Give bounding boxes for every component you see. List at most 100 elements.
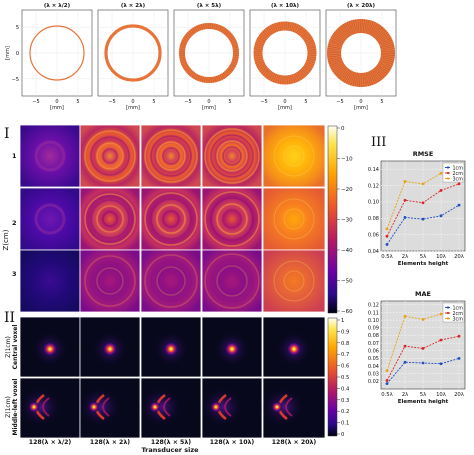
data-point-2cm bbox=[403, 344, 407, 348]
map-border bbox=[79, 124, 141, 188]
y-tick-label: 0.06 bbox=[368, 232, 379, 238]
y-tick-label: 0.08 bbox=[368, 333, 379, 339]
colorbar-tick-label: −50 bbox=[341, 279, 353, 285]
interference-ring bbox=[283, 145, 305, 167]
x-tick-label: 5λ bbox=[420, 392, 427, 398]
transducer-ring-2 bbox=[104, 24, 162, 82]
transducer-size-label-3: 128(λ × 5λ) bbox=[151, 439, 191, 446]
map-border bbox=[262, 377, 326, 439]
map-border bbox=[140, 249, 202, 313]
x-tick-label: 5 bbox=[380, 99, 383, 105]
section-I-label: I bbox=[4, 126, 10, 142]
transducer-elements-5 bbox=[327, 19, 395, 87]
rmse-map-r3-c1 bbox=[20, 250, 80, 312]
interference-ring bbox=[96, 142, 124, 170]
y-tick-label: 0.03 bbox=[368, 371, 379, 377]
y-tick-label: 0.11 bbox=[368, 310, 379, 316]
x-axis-label: [mm] bbox=[126, 105, 140, 111]
interference-ring bbox=[96, 267, 124, 295]
data-point-2cm bbox=[439, 338, 443, 342]
psf-spot bbox=[42, 341, 58, 357]
interference-ring bbox=[162, 147, 180, 165]
mae-chart: MAE 0.02 0.030.04 0.050.06 0.07 0.080.09 0.10 0… bbox=[368, 290, 466, 405]
psf-arc bbox=[163, 397, 171, 417]
map-border bbox=[262, 124, 326, 188]
data-point-3cm bbox=[385, 369, 389, 373]
legend-label: 2cm bbox=[453, 311, 464, 317]
rmse-map-r2-c5 bbox=[263, 188, 325, 250]
psf-spot bbox=[224, 341, 240, 357]
psf-spot bbox=[149, 401, 161, 413]
map-border bbox=[79, 249, 141, 313]
legend-marker bbox=[446, 166, 450, 169]
colorbar-tick-label: 0 bbox=[341, 432, 344, 438]
legend-marker bbox=[446, 171, 450, 175]
map-border bbox=[140, 316, 202, 378]
row-label-1: 1 bbox=[12, 152, 17, 160]
colorbar-tick-label: 0 bbox=[341, 126, 345, 132]
x-tick-label: 5 bbox=[228, 99, 231, 105]
psf-spot bbox=[210, 401, 222, 413]
psf-spot bbox=[88, 401, 100, 413]
rmse-map-r1-c5 bbox=[263, 125, 325, 187]
section-II-xticklabels: 128(λ × λ/2) 128(λ × 2λ) 128(λ × 5λ) 128(λ … bbox=[29, 439, 317, 446]
y-tick-label: 0.05 bbox=[368, 356, 379, 362]
transducer-ring-1 bbox=[29, 25, 85, 81]
interference-ring bbox=[34, 203, 66, 235]
data-point-3cm bbox=[421, 317, 425, 321]
map-border bbox=[140, 124, 202, 188]
legend-marker bbox=[446, 317, 450, 320]
legend-label: 1cm bbox=[453, 305, 464, 311]
data-point-2cm bbox=[385, 379, 389, 382]
interference-ring bbox=[210, 134, 254, 178]
interference-ring bbox=[150, 198, 192, 240]
data-point-1cm bbox=[439, 362, 443, 366]
interference-ring bbox=[162, 272, 180, 290]
y-tick-label: −5 bbox=[12, 77, 19, 83]
transducer-size-label-2: 128(λ × 2λ) bbox=[90, 439, 130, 446]
y-tick-label: 0.08 bbox=[368, 216, 379, 222]
y-tick-label: 0.02 bbox=[368, 379, 379, 385]
colorbar-tick-label: 0.6 bbox=[341, 364, 349, 370]
series-line-2cm bbox=[386, 335, 460, 381]
transducer-elements-3 bbox=[179, 23, 239, 83]
x-tick-label: 5λ bbox=[420, 254, 427, 260]
transducer-elements-4 bbox=[253, 21, 317, 85]
colorbar-tick-label: −30 bbox=[341, 218, 353, 224]
data-point-2cm bbox=[457, 182, 461, 186]
y-tick-label: 0.09 bbox=[368, 326, 379, 332]
data-point-1cm bbox=[421, 361, 425, 365]
interference-ring bbox=[204, 128, 260, 184]
x-tick-label: 5 bbox=[304, 99, 307, 105]
interference-ring bbox=[162, 210, 180, 228]
colorbar-II-ticks: 1 0.9 0.8 0.7 0.6 0.5 0.4 0.3 0.2 0.1 0 bbox=[337, 318, 350, 438]
x-axis-label: Elements height bbox=[398, 261, 449, 267]
y-tick-label: 0.14 bbox=[368, 167, 379, 173]
colorbar-tick-label: 1 bbox=[341, 318, 344, 324]
x-tick-label: 2λ bbox=[402, 254, 409, 260]
y-axis-label: [mm] bbox=[5, 46, 11, 60]
interference-ring bbox=[216, 265, 248, 297]
data-point-2cm bbox=[439, 189, 443, 192]
x-tick-label: 10λ bbox=[436, 392, 446, 398]
rmse-map-r2-c1 bbox=[20, 188, 80, 250]
geometry-title-1: (λ × λ/2) bbox=[44, 3, 71, 9]
interference-ring bbox=[84, 255, 136, 307]
geometry-title-2: (λ × 2λ) bbox=[121, 3, 146, 9]
colorbar-tick-label: 0.2 bbox=[341, 409, 349, 415]
y-tick-label: 0.04 bbox=[368, 249, 379, 255]
data-point-1cm bbox=[439, 214, 443, 218]
colorbar-tick-label: 0.4 bbox=[341, 386, 350, 392]
row-II-2-line1: Z(1cm) bbox=[5, 396, 12, 418]
x-tick-label: 0 bbox=[359, 99, 362, 105]
data-point-1cm bbox=[403, 216, 407, 219]
psf-arc bbox=[224, 397, 232, 417]
x-tick-label: −5 bbox=[184, 99, 191, 105]
x-tick-label: 20λ bbox=[454, 392, 464, 398]
x-tick-label: 2λ bbox=[402, 392, 409, 398]
row-II-2-line2: Middle-left voxel bbox=[12, 379, 19, 436]
map-border bbox=[79, 316, 141, 378]
map-border bbox=[262, 316, 326, 378]
x-tick-label: 5 bbox=[152, 99, 155, 105]
interference-ring bbox=[210, 197, 254, 241]
